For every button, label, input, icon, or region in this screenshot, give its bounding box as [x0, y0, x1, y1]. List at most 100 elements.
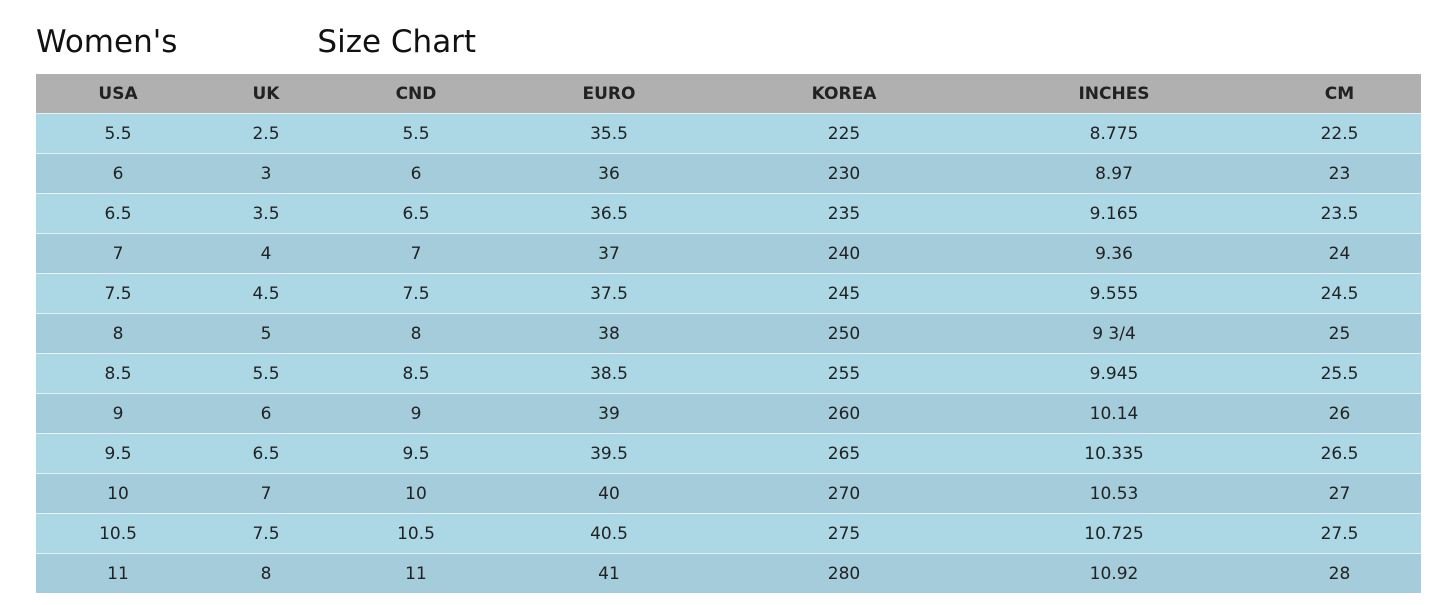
cell-usa: 7 — [36, 233, 200, 274]
page-title: Women's Size Chart — [36, 24, 476, 60]
cell-cm: 22.5 — [1258, 113, 1421, 154]
table-row: 9 6 9 39 260 10.14 26 — [36, 393, 1421, 434]
cell-usa: 8 — [36, 313, 200, 354]
cell-cnd: 8 — [332, 313, 500, 354]
cell-inches: 10.14 — [970, 393, 1258, 434]
cell-korea: 265 — [718, 433, 970, 474]
cell-cnd: 6.5 — [332, 193, 500, 234]
table-row: 10.5 7.5 10.5 40.5 275 10.725 27.5 — [36, 513, 1421, 554]
table-row: 7.5 4.5 7.5 37.5 245 9.555 24.5 — [36, 273, 1421, 314]
cell-euro: 40 — [500, 473, 718, 514]
cell-inches: 9.36 — [970, 233, 1258, 274]
table-row: 5.5 2.5 5.5 35.5 225 8.775 22.5 — [36, 113, 1421, 154]
cell-usa: 6.5 — [36, 193, 200, 234]
cell-usa: 7.5 — [36, 273, 200, 314]
cell-euro: 39 — [500, 393, 718, 434]
cell-cm: 27.5 — [1258, 513, 1421, 554]
column-header-uk: UK — [200, 74, 332, 114]
cell-korea: 245 — [718, 273, 970, 314]
cell-cnd: 9.5 — [332, 433, 500, 474]
cell-cm: 26.5 — [1258, 433, 1421, 474]
cell-usa: 8.5 — [36, 353, 200, 394]
column-header-usa: USA — [36, 74, 200, 114]
size-chart-table: USA UK CND EURO KOREA INCHES CM 5.5 2.5 5.5 35.5 2… — [36, 74, 1421, 593]
cell-korea: 230 — [718, 153, 970, 194]
cell-korea: 235 — [718, 193, 970, 234]
cell-korea: 270 — [718, 473, 970, 514]
table-row: 8 5 8 38 250 9 3/4 25 — [36, 313, 1421, 354]
cell-cm: 24 — [1258, 233, 1421, 274]
cell-euro: 35.5 — [500, 113, 718, 154]
cell-cnd: 8.5 — [332, 353, 500, 394]
cell-uk: 5 — [200, 313, 332, 354]
cell-korea: 250 — [718, 313, 970, 354]
cell-inches: 9.555 — [970, 273, 1258, 314]
cell-uk: 3.5 — [200, 193, 332, 234]
column-header-korea: KOREA — [718, 74, 970, 114]
cell-korea: 225 — [718, 113, 970, 154]
column-header-cnd: CND — [332, 74, 500, 114]
cell-uk: 5.5 — [200, 353, 332, 394]
cell-cnd: 5.5 — [332, 113, 500, 154]
cell-usa: 11 — [36, 553, 200, 593]
cell-inches: 9.165 — [970, 193, 1258, 234]
cell-inches: 9.945 — [970, 353, 1258, 394]
cell-cm: 27 — [1258, 473, 1421, 514]
cell-euro: 37 — [500, 233, 718, 274]
cell-cnd: 10.5 — [332, 513, 500, 554]
cell-cm: 28 — [1258, 553, 1421, 593]
cell-cnd: 10 — [332, 473, 500, 514]
cell-cm: 25 — [1258, 313, 1421, 354]
cell-uk: 8 — [200, 553, 332, 593]
table-row: 7 4 7 37 240 9.36 24 — [36, 233, 1421, 274]
cell-usa: 5.5 — [36, 113, 200, 154]
cell-uk: 2.5 — [200, 113, 332, 154]
cell-euro: 38.5 — [500, 353, 718, 394]
cell-inches: 10.725 — [970, 513, 1258, 554]
cell-euro: 39.5 — [500, 433, 718, 474]
column-header-euro: EURO — [500, 74, 718, 114]
table-row: 6 3 6 36 230 8.97 23 — [36, 153, 1421, 194]
cell-cnd: 6 — [332, 153, 500, 194]
cell-cnd: 7.5 — [332, 273, 500, 314]
cell-uk: 4 — [200, 233, 332, 274]
cell-euro: 36 — [500, 153, 718, 194]
cell-euro: 41 — [500, 553, 718, 593]
cell-uk: 7.5 — [200, 513, 332, 554]
title-suffix: Size Chart — [317, 24, 477, 60]
table-row: 6.5 3.5 6.5 36.5 235 9.165 23.5 — [36, 193, 1421, 234]
table-row: 10 7 10 40 270 10.53 27 — [36, 473, 1421, 514]
cell-cnd: 11 — [332, 553, 500, 593]
column-header-inches: INCHES — [970, 74, 1258, 114]
cell-uk: 4.5 — [200, 273, 332, 314]
cell-inches: 10.335 — [970, 433, 1258, 474]
cell-euro: 38 — [500, 313, 718, 354]
cell-inches: 8.97 — [970, 153, 1258, 194]
table-row: 11 8 11 41 280 10.92 28 — [36, 553, 1421, 593]
cell-usa: 9 — [36, 393, 200, 434]
cell-cm: 25.5 — [1258, 353, 1421, 394]
column-header-cm: CM — [1258, 74, 1421, 114]
cell-uk: 6.5 — [200, 433, 332, 474]
cell-cm: 24.5 — [1258, 273, 1421, 314]
cell-usa: 9.5 — [36, 433, 200, 474]
cell-korea: 280 — [718, 553, 970, 593]
cell-cm: 23.5 — [1258, 193, 1421, 234]
cell-cnd: 9 — [332, 393, 500, 434]
cell-euro: 37.5 — [500, 273, 718, 314]
cell-usa: 6 — [36, 153, 200, 194]
cell-euro: 36.5 — [500, 193, 718, 234]
cell-korea: 255 — [718, 353, 970, 394]
cell-uk: 7 — [200, 473, 332, 514]
table-row: 9.5 6.5 9.5 39.5 265 10.335 26.5 — [36, 433, 1421, 474]
cell-usa: 10 — [36, 473, 200, 514]
cell-inches: 8.775 — [970, 113, 1258, 154]
table-header-row: USA UK CND EURO KOREA INCHES CM — [36, 74, 1421, 114]
cell-korea: 260 — [718, 393, 970, 434]
cell-usa: 10.5 — [36, 513, 200, 554]
cell-korea: 275 — [718, 513, 970, 554]
table-row: 8.5 5.5 8.5 38.5 255 9.945 25.5 — [36, 353, 1421, 394]
cell-uk: 6 — [200, 393, 332, 434]
cell-inches: 10.92 — [970, 553, 1258, 593]
cell-korea: 240 — [718, 233, 970, 274]
